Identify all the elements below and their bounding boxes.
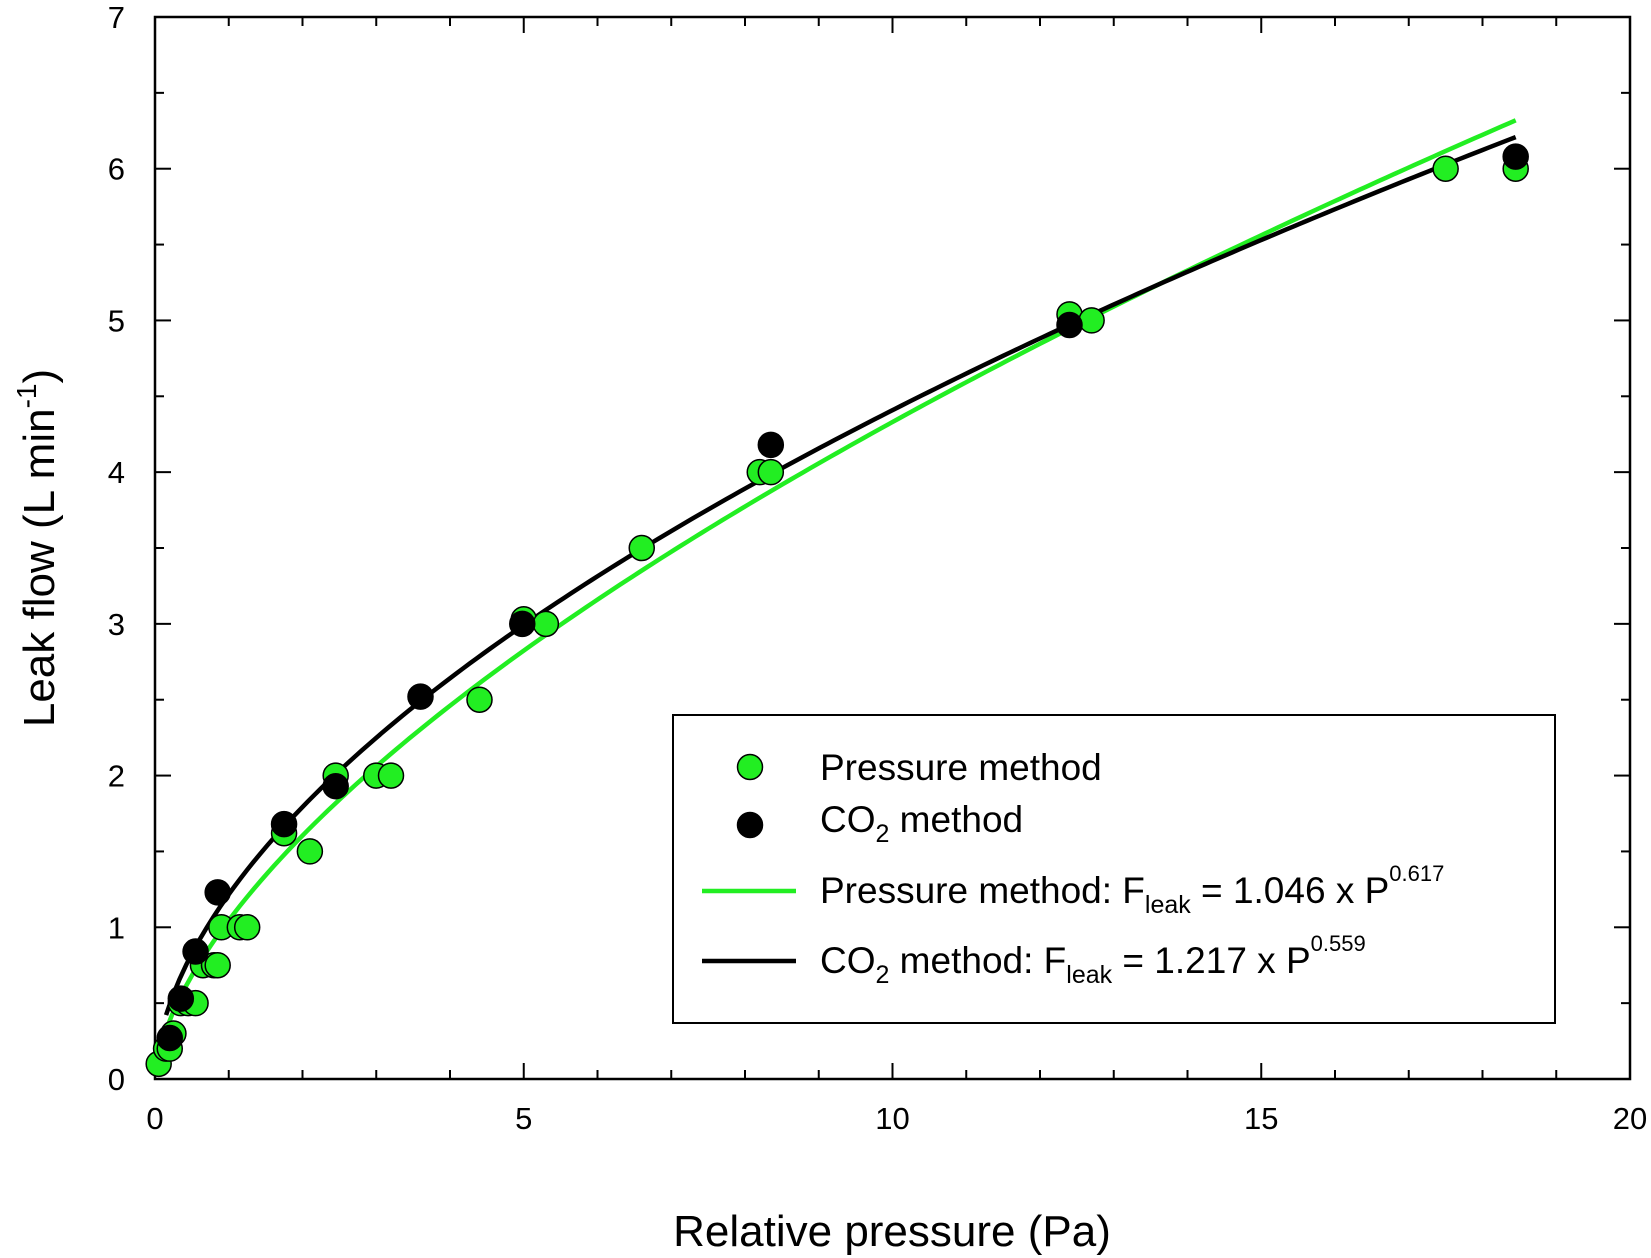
co2-method-point [270, 810, 298, 838]
legend-pressure-fit-sup: 0.617 [1389, 861, 1444, 886]
pressure-method-fit-line [156, 118, 1517, 1055]
co2-method-point [182, 938, 209, 965]
y-axis-tick-labels: 0 1 2 3 4 5 6 7 [108, 0, 125, 1097]
pressure-method-point [757, 458, 785, 486]
y-tick-label: 2 [108, 759, 125, 794]
pressure-method-point [296, 838, 324, 865]
y-tick-label: 3 [108, 607, 125, 642]
x-tick-label: 15 [1244, 1101, 1278, 1136]
y-tick-label: 7 [108, 0, 125, 35]
pressure-method-point [204, 951, 231, 979]
y-tick-label: 5 [108, 303, 125, 338]
pressure-method-point [532, 610, 560, 638]
y-tick-label: 6 [108, 152, 125, 187]
pressure-method-point [466, 686, 493, 713]
y-axis-ticks [155, 16, 1630, 1080]
legend-co2-fit-mid: method: F [889, 940, 1066, 981]
legend-co2-sub: 2 [876, 820, 890, 848]
pressure-method-point [628, 534, 655, 562]
x-axis-tick-labels: 0 5 10 15 20 [146, 1101, 1647, 1136]
legend-co2-label: CO2 method [820, 799, 1023, 848]
y-tick-label: 0 [108, 1062, 125, 1097]
legend-pressure-fit-label: Pressure method: Fleak = 1.046 x P0.617 [820, 861, 1444, 919]
x-tick-label: 10 [875, 1101, 909, 1136]
legend-pressure-fit-rest: = 1.046 x P [1191, 870, 1390, 911]
y-axis-title-main: Leak flow (L min [15, 408, 64, 727]
legend-co2-marker [736, 811, 764, 839]
co2-method-point [156, 1024, 183, 1052]
co2-method-fit-line [163, 134, 1517, 1016]
co2-method-points [156, 143, 1529, 1052]
co2-method-point [322, 772, 349, 800]
y-axis-title-close: ) [15, 369, 64, 384]
legend: Pressure method CO2 method Pressure meth… [672, 714, 1556, 1024]
x-axis-title: Relative pressure (Pa) [673, 1207, 1111, 1256]
x-axis-ticks [154, 17, 1631, 1079]
legend-pressure-marker [736, 753, 764, 781]
legend-co2-fit-rest: = 1.217 x P [1112, 940, 1311, 981]
legend-pressure-fit-sub: leak [1145, 891, 1191, 919]
legend-co2-fit-sub: 2 [876, 961, 890, 989]
legend-co2-fit-sub2: leak [1066, 961, 1112, 989]
legend-pressure-fit-main: Pressure method: F [820, 870, 1145, 911]
pressure-method-point [1432, 155, 1459, 182]
co2-method-point [167, 985, 195, 1012]
co2-method-point [757, 431, 785, 459]
x-tick-label: 20 [1613, 1101, 1647, 1136]
x-tick-label: 5 [515, 1101, 532, 1136]
legend-box [672, 714, 1556, 1024]
co2-method-point [407, 683, 434, 710]
co2-method-point [1056, 311, 1083, 339]
legend-co2-rest: method [889, 799, 1023, 840]
co2-method-point [509, 610, 536, 638]
legend-co2-fit-label: CO2 method: Fleak = 1.217 x P0.559 [820, 931, 1366, 989]
legend-co2-main: CO [820, 799, 876, 840]
pressure-method-point [233, 914, 261, 941]
y-axis-title: Leak flow (L min-1) [11, 369, 64, 727]
legend-pressure-label: Pressure method [820, 747, 1102, 788]
y-tick-label: 4 [108, 455, 125, 490]
legend-co2-fit-main: CO [820, 940, 876, 981]
x-tick-label: 0 [146, 1101, 163, 1136]
co2-method-point [1502, 143, 1529, 170]
y-axis-title-sup: -1 [11, 384, 42, 409]
legend-co2-fit-sup: 0.559 [1311, 931, 1366, 956]
pressure-method-point [1078, 307, 1105, 334]
co2-method-point [204, 879, 231, 906]
pressure-method-point [377, 762, 405, 789]
y-tick-label: 1 [108, 910, 125, 945]
